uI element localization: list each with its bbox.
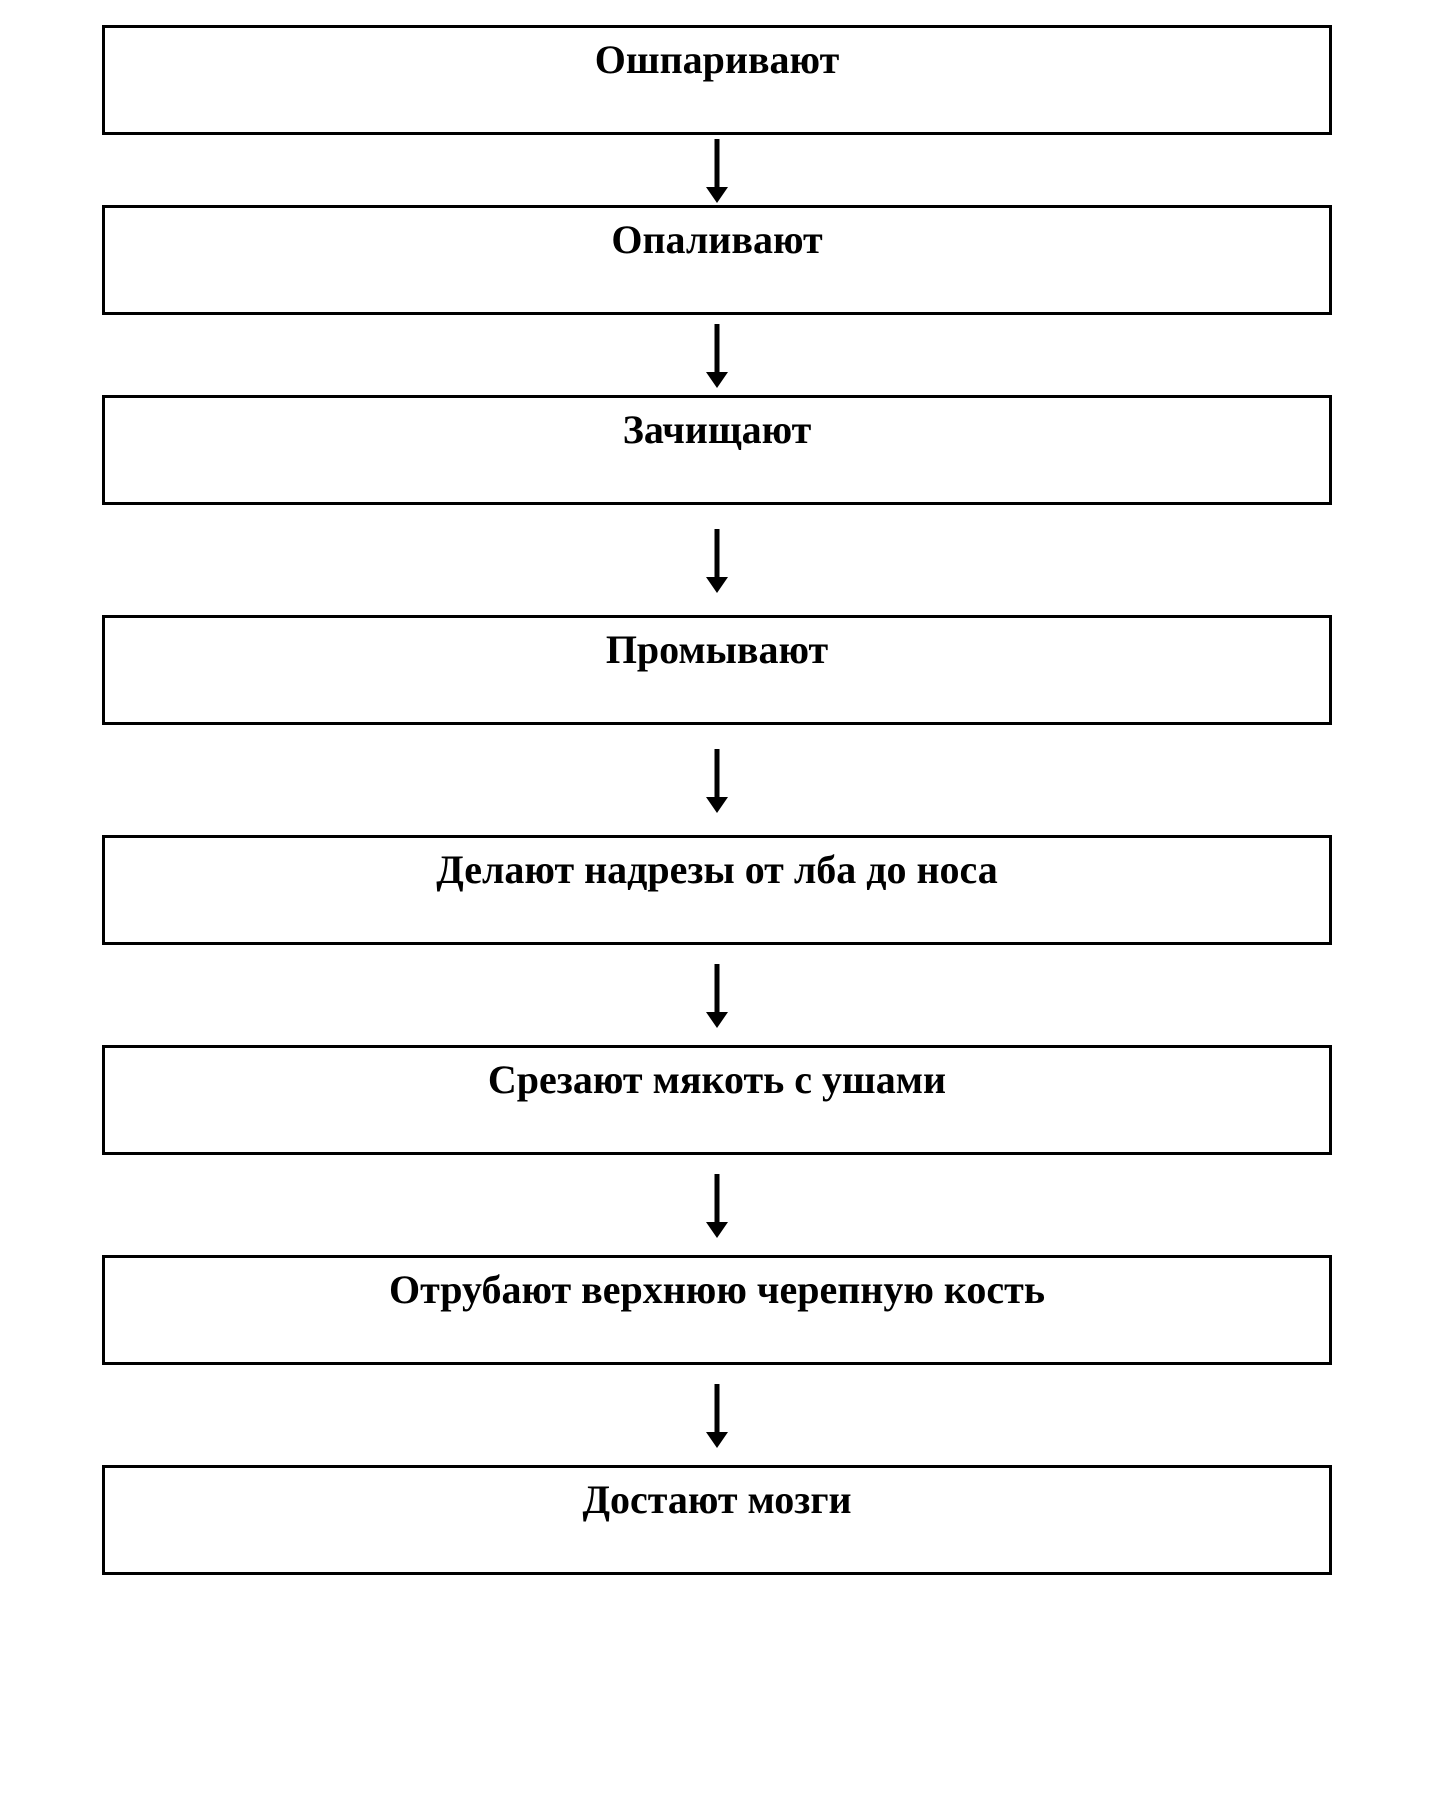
flowchart-node-label: Ошпаривают: [595, 37, 840, 82]
arrow-down-icon: [702, 320, 732, 390]
flowchart-arrow: [702, 315, 732, 395]
flowchart-node-label: Промывают: [606, 627, 828, 672]
flowchart-node-label: Опаливают: [611, 217, 822, 262]
flowchart-arrow: [702, 135, 732, 205]
arrow-down-icon: [702, 1380, 732, 1450]
flowchart-arrow: [702, 1155, 732, 1255]
flowchart-node-label: Зачищают: [623, 407, 812, 452]
flowchart-node: Делают надрезы от лба до носа: [102, 835, 1332, 945]
flowchart-arrow: [702, 725, 732, 835]
flowchart-node: Срезают мякоть с ушами: [102, 1045, 1332, 1155]
flowchart-node: Отрубают верхнюю черепную кость: [102, 1255, 1332, 1365]
flowchart-node: Зачищают: [102, 395, 1332, 505]
flowchart-arrow: [702, 945, 732, 1045]
arrow-down-icon: [702, 1170, 732, 1240]
flowchart-node: Промывают: [102, 615, 1332, 725]
arrow-down-icon: [702, 135, 732, 205]
flowchart-node: Достают мозги: [102, 1465, 1332, 1575]
flowchart-node: Ошпаривают: [102, 25, 1332, 135]
flowchart-arrow: [702, 1365, 732, 1465]
arrow-down-icon: [702, 745, 732, 815]
flowchart-node: Опаливают: [102, 205, 1332, 315]
flowchart-arrow: [702, 505, 732, 615]
arrow-down-icon: [702, 960, 732, 1030]
flowchart-node-label: Делают надрезы от лба до носа: [436, 847, 998, 892]
flowchart-node-label: Срезают мякоть с ушами: [488, 1057, 946, 1102]
flowchart-node-label: Достают мозги: [582, 1477, 851, 1522]
flowchart-node-label: Отрубают верхнюю черепную кость: [389, 1267, 1045, 1312]
arrow-down-icon: [702, 525, 732, 595]
flowchart-container: Ошпаривают Опаливают Зачищают Промывают Дела…: [0, 25, 1434, 1575]
